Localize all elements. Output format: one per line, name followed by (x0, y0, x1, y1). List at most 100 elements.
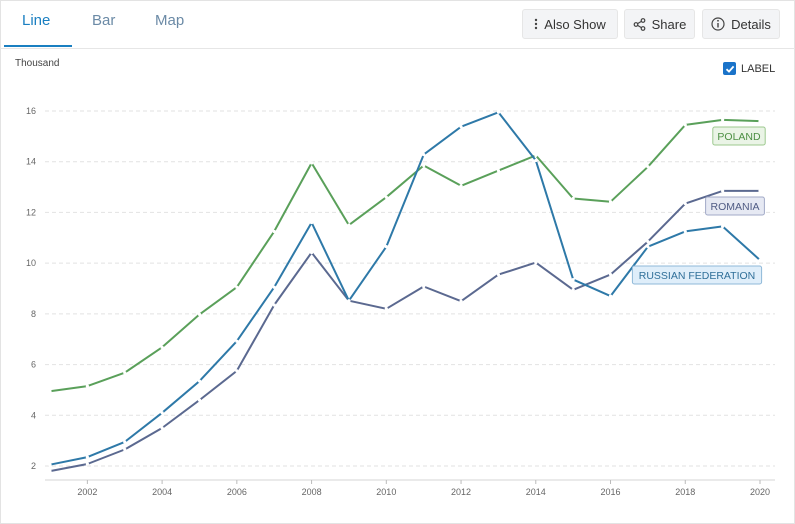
data-point-russian-federation[interactable] (422, 153, 426, 157)
data-point-poland[interactable] (422, 163, 426, 168)
data-point-russian-federation[interactable] (197, 379, 202, 383)
data-point-poland[interactable] (683, 123, 687, 127)
more-vertical-icon (534, 18, 538, 30)
data-point-russian-federation[interactable] (347, 299, 351, 303)
data-point-russian-federation[interactable] (160, 411, 164, 415)
data-point-poland[interactable] (384, 195, 388, 199)
series-label-box-poland (712, 126, 766, 146)
data-point-romania[interactable] (608, 272, 613, 277)
data-point-russian-federation[interactable] (758, 258, 762, 262)
y-tick-label: 10 (26, 258, 36, 268)
data-point-russian-federation[interactable] (683, 229, 687, 234)
series-line-poland[interactable] (49, 118, 761, 393)
data-point-poland[interactable] (85, 384, 89, 388)
data-point-poland[interactable] (758, 119, 762, 123)
data-point-russian-federation[interactable] (646, 245, 650, 249)
data-point-poland[interactable] (608, 200, 613, 204)
data-point-romania[interactable] (721, 189, 725, 193)
data-point-poland[interactable] (459, 184, 463, 188)
data-point-romania[interactable] (197, 398, 202, 402)
data-point-romania[interactable] (309, 250, 314, 255)
label-checkbox[interactable] (723, 62, 736, 75)
data-point-poland[interactable] (721, 118, 725, 122)
data-point-russian-federation[interactable] (85, 455, 89, 459)
data-point-romania[interactable] (48, 469, 52, 473)
x-tick-label: 2002 (77, 487, 97, 497)
y-tick-label: 4 (31, 410, 36, 420)
data-point-poland[interactable] (272, 229, 276, 234)
x-tick-label: 2004 (152, 487, 172, 497)
data-point-romania[interactable] (384, 307, 388, 311)
y-tick-label: 6 (31, 360, 36, 370)
data-point-russian-federation[interactable] (534, 158, 538, 163)
data-point-poland[interactable] (309, 161, 314, 165)
also-show-label: Also Show (544, 16, 606, 32)
data-point-romania[interactable] (646, 239, 650, 244)
y-axis-unit-label: Thousand (15, 58, 60, 69)
data-point-russian-federation[interactable] (721, 224, 725, 228)
data-point-russian-federation[interactable] (608, 294, 613, 298)
label-toggle-text: LABEL (741, 62, 776, 75)
gridlines (45, 110, 775, 467)
data-point-poland[interactable] (347, 223, 351, 227)
data-point-romania[interactable] (758, 189, 762, 193)
data-point-poland[interactable] (197, 312, 202, 316)
data-point-poland[interactable] (123, 371, 127, 375)
data-point-romania[interactable] (123, 447, 127, 452)
data-point-russian-federation[interactable] (496, 110, 501, 114)
data-point-romania[interactable] (272, 303, 276, 307)
data-point-romania[interactable] (160, 426, 164, 430)
label-toggle[interactable]: LABEL (723, 62, 775, 75)
share-icon (633, 17, 646, 31)
x-tick-label: 2018 (675, 487, 695, 497)
chart-toolbar: Line Bar Map Also Show Share Details (0, 0, 795, 49)
data-point-romania[interactable] (422, 284, 426, 289)
also-show-button[interactable]: Also Show (522, 9, 618, 39)
data-point-poland[interactable] (235, 285, 239, 289)
x-tick-label: 2020 (750, 487, 770, 497)
data-point-russian-federation[interactable] (459, 125, 463, 129)
data-point-russian-federation[interactable] (123, 440, 127, 444)
data-point-russian-federation[interactable] (48, 463, 52, 467)
data-point-romania[interactable] (235, 369, 239, 373)
y-tick-label: 8 (31, 309, 36, 319)
data-point-romania[interactable] (534, 261, 538, 265)
x-tick-label: 2012 (451, 487, 471, 497)
data-point-russian-federation[interactable] (384, 245, 388, 249)
series-line-russian-federation[interactable] (49, 111, 761, 466)
tab-bar[interactable]: Bar (92, 12, 116, 29)
data-point-romania[interactable] (571, 288, 575, 292)
data-point-russian-federation[interactable] (309, 220, 314, 225)
data-point-romania[interactable] (496, 272, 501, 277)
series-label-box-romania (705, 196, 765, 216)
data-point-russian-federation[interactable] (571, 278, 575, 282)
series-label-poland: POLAND (717, 131, 761, 143)
share-button[interactable]: Share (624, 9, 695, 39)
series-label-box-russian-federation (631, 265, 763, 285)
data-point-poland[interactable] (534, 153, 538, 157)
x-tick-label: 2014 (526, 487, 546, 497)
tab-map[interactable]: Map (155, 12, 185, 29)
x-tick-label: 2008 (302, 487, 322, 497)
data-point-poland[interactable] (160, 345, 164, 349)
y-tick-label: 12 (26, 207, 36, 217)
data-point-russian-federation[interactable] (272, 285, 276, 289)
series-label-russian-federation: RUSSIAN FEDERATION (639, 270, 755, 282)
tab-line[interactable]: Line (22, 12, 51, 29)
data-point-poland[interactable] (496, 168, 501, 173)
y-tick-label: 14 (26, 157, 36, 167)
details-label: Details (731, 16, 771, 32)
details-button[interactable]: Details (702, 9, 780, 39)
x-tick-label: 2016 (601, 487, 621, 497)
data-point-poland[interactable] (646, 165, 650, 169)
series-line-romania[interactable] (49, 189, 760, 473)
series-labels: POLAND ROMANIA RUSSIAN FEDERATION (631, 126, 766, 285)
data-point-russian-federation[interactable] (235, 339, 239, 343)
active-tab-indicator (4, 45, 72, 47)
data-point-romania[interactable] (459, 299, 463, 303)
data-point-romania[interactable] (85, 462, 89, 466)
data-point-poland[interactable] (48, 389, 52, 393)
data-point-romania[interactable] (683, 201, 687, 206)
data-point-poland[interactable] (571, 196, 575, 201)
